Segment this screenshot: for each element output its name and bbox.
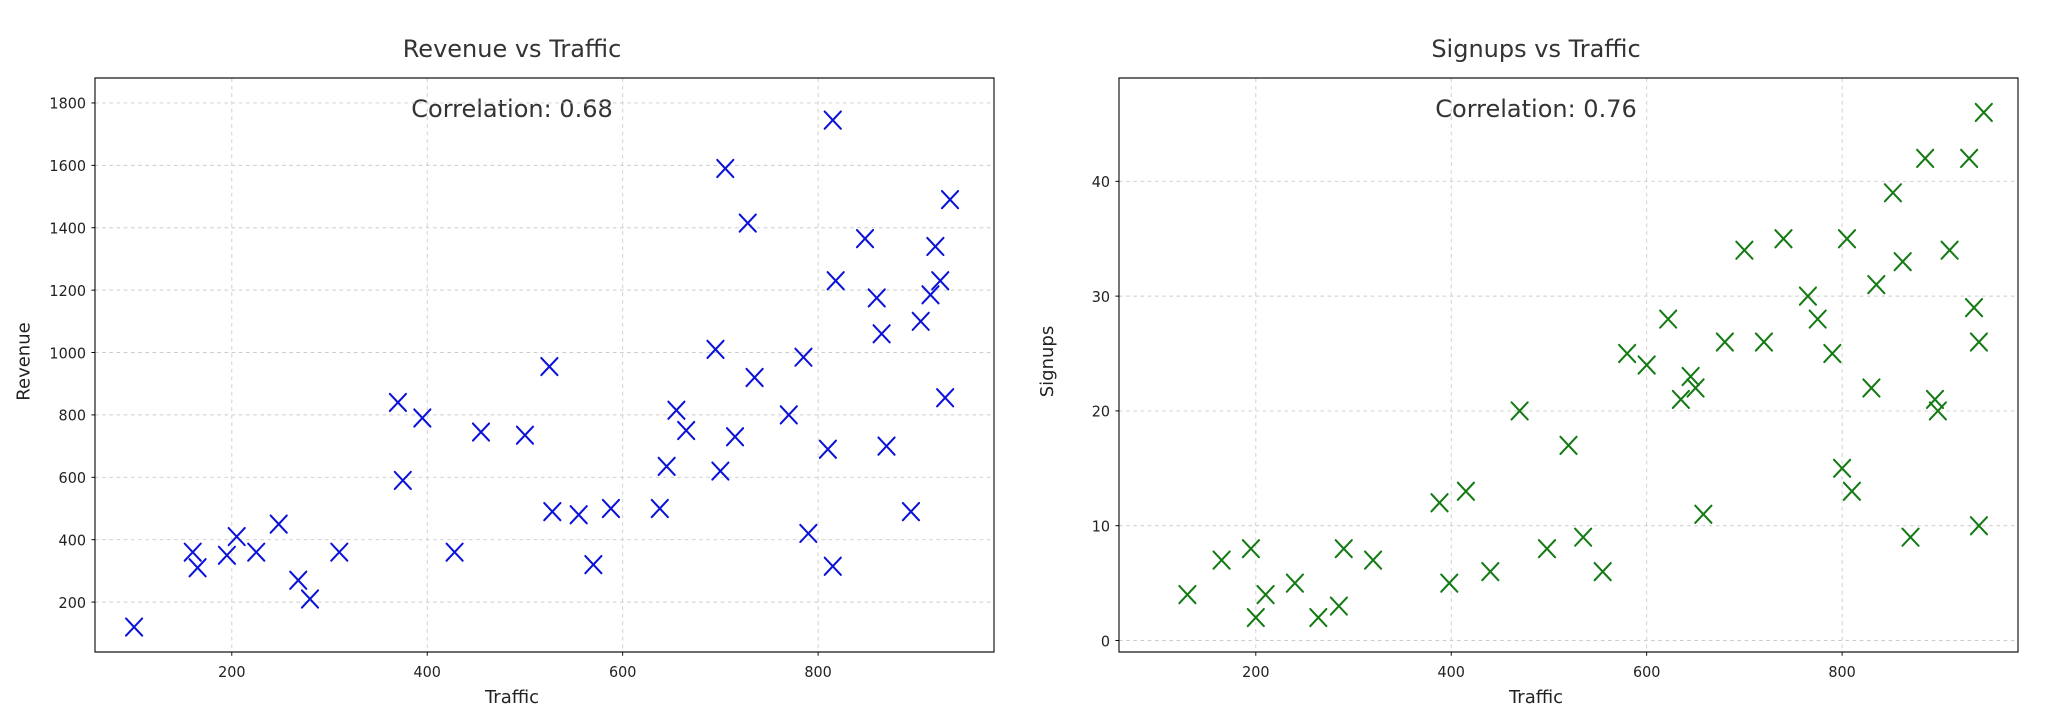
right-title-line1: Signups vs Traffic [1024,34,2048,64]
left-ylabel-text: Revenue [14,322,35,400]
left-title-line1: Revenue vs Traffic [0,34,1024,64]
left-xlabel: Traffic [0,687,1024,708]
svg-text:30: 30 [1092,287,1110,306]
left-panel: Revenue vs Traffic Correlation: 0.68 200… [0,0,1024,722]
svg-text:200: 200 [59,593,86,612]
svg-text:10: 10 [1092,517,1110,536]
svg-text:20: 20 [1092,402,1110,421]
right-scatter-svg: 200400600800010203040 [1119,78,2018,652]
svg-text:800: 800 [59,406,86,425]
svg-text:600: 600 [1633,662,1660,681]
left-ylabel: Revenue [14,0,34,722]
svg-text:1200: 1200 [49,281,86,300]
svg-text:600: 600 [59,469,86,488]
svg-text:200: 200 [1242,662,1269,681]
left-plot-area: 2004006008002004006008001000120014001600… [95,78,994,652]
svg-text:400: 400 [414,662,441,681]
svg-text:0: 0 [1101,632,1110,651]
svg-text:40: 40 [1092,173,1110,192]
svg-text:800: 800 [1828,662,1855,681]
svg-text:1000: 1000 [49,344,86,363]
right-ylabel-text: Signups [1038,325,1059,396]
figure: Revenue vs Traffic Correlation: 0.68 200… [0,0,2048,722]
svg-text:600: 600 [609,662,636,681]
right-ylabel: Signups [1038,0,1058,722]
svg-text:200: 200 [218,662,245,681]
svg-text:400: 400 [1438,662,1465,681]
svg-text:1400: 1400 [49,219,86,238]
svg-text:800: 800 [804,662,831,681]
svg-text:1800: 1800 [49,94,86,113]
right-plot-area: 200400600800010203040 [1119,78,2018,652]
left-scatter-svg: 2004006008002004006008001000120014001600… [95,78,994,652]
right-panel: Signups vs Traffic Correlation: 0.76 200… [1024,0,2048,722]
svg-text:400: 400 [59,531,86,550]
right-xlabel: Traffic [1024,687,2048,708]
svg-text:1600: 1600 [49,157,86,176]
